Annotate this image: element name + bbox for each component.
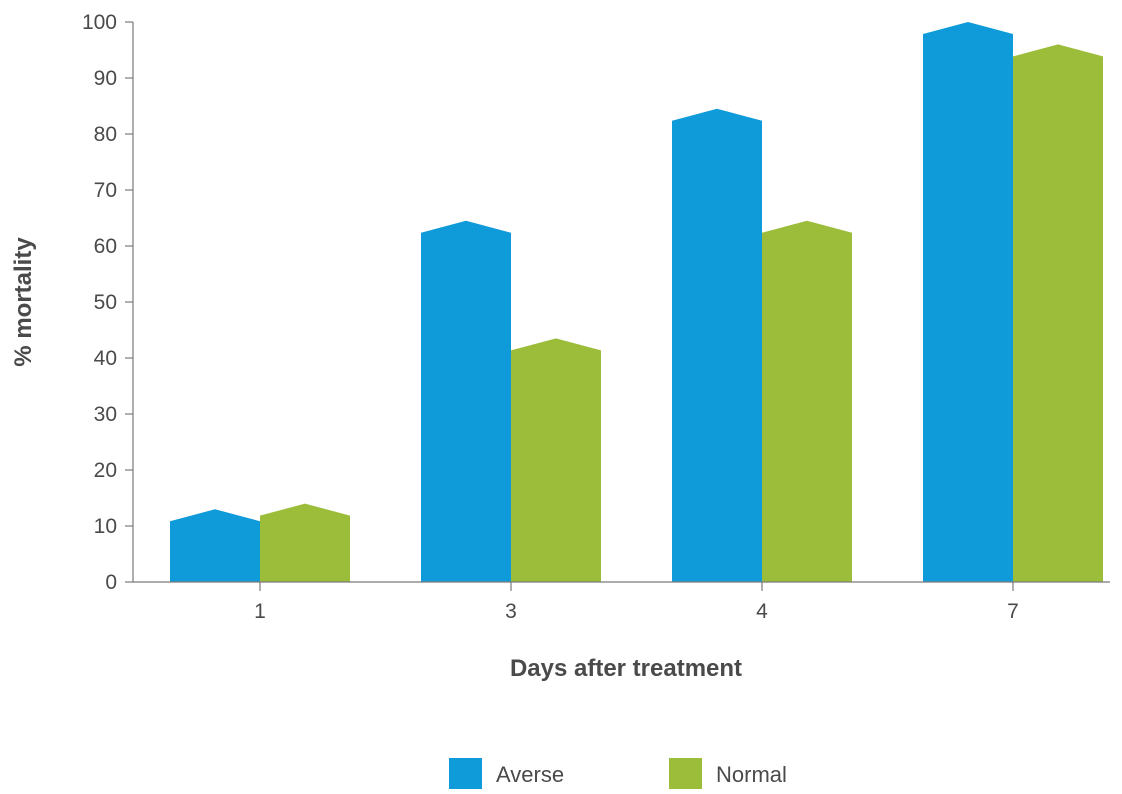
legend-swatch-averse	[449, 758, 482, 789]
y-tick-label: 20	[94, 459, 117, 482]
y-tick-label: 100	[82, 11, 117, 34]
x-axis-ticks: 1 3 4 7	[254, 582, 1019, 623]
bar-normal-day-4	[762, 220, 852, 583]
bars	[170, 22, 1103, 583]
y-tick-label: 40	[94, 347, 117, 370]
legend-label-averse: Averse	[496, 762, 564, 787]
x-tick-label: 7	[1007, 600, 1019, 623]
bar-averse-day-4	[672, 108, 762, 583]
y-tick-label: 50	[94, 291, 117, 314]
y-axis-title: % mortality	[10, 237, 37, 367]
y-tick-label: 0	[105, 571, 117, 594]
x-tick-label: 3	[505, 600, 517, 623]
bar-normal-day-3	[511, 338, 601, 582]
y-tick-label: 90	[94, 67, 117, 90]
y-tick-label: 70	[94, 179, 117, 202]
y-tick-label: 60	[94, 235, 117, 258]
x-tick-label: 1	[254, 600, 266, 623]
y-tick-label: 80	[94, 123, 117, 146]
y-axis-ticks: 0 10 20 30 40 50 60 70 80 90 100	[82, 11, 133, 594]
bar-averse-day-3	[421, 220, 511, 583]
x-tick-label: 4	[756, 600, 768, 623]
x-axis-title: Days after treatment	[510, 655, 742, 682]
bar-averse-day-1	[170, 509, 260, 582]
legend-label-normal: Normal	[716, 762, 787, 787]
bar-normal-day-1	[260, 503, 350, 582]
bar-averse-day-7	[923, 22, 1013, 582]
y-tick-label: 30	[94, 403, 117, 426]
bar-normal-day-7	[1013, 44, 1103, 582]
legend: Averse Normal	[449, 758, 787, 789]
y-tick-label: 10	[94, 515, 117, 538]
legend-swatch-normal	[669, 758, 702, 789]
